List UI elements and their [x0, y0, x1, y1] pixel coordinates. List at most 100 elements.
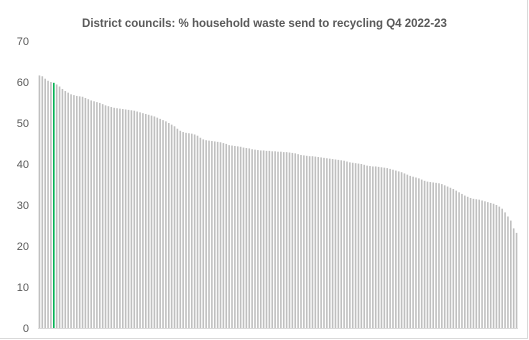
- bar: [199, 137, 202, 328]
- bar: [392, 169, 394, 328]
- bar: [426, 181, 429, 328]
- bar: [173, 126, 176, 328]
- bar: [159, 118, 161, 329]
- bar: [133, 110, 136, 328]
- bar: [259, 150, 262, 328]
- bar: [409, 175, 412, 328]
- bar: [510, 220, 512, 328]
- bar: [458, 192, 460, 328]
- bar: [294, 153, 297, 328]
- y-axis-ticks: 0 10 20 30 40 50 60 70: [17, 36, 29, 335]
- bar: [507, 216, 509, 328]
- bar: [285, 152, 288, 328]
- bar: [423, 180, 426, 328]
- bar: [389, 168, 391, 328]
- bar: [257, 150, 259, 328]
- bar: [248, 148, 251, 328]
- bar: [47, 80, 49, 329]
- bar: [50, 82, 52, 328]
- bar: [478, 199, 480, 328]
- bar: [130, 110, 133, 328]
- bar: [202, 139, 205, 328]
- bar: [472, 198, 475, 328]
- bar: [182, 132, 184, 328]
- bar: [441, 184, 443, 328]
- bar: [300, 154, 302, 328]
- bar: [179, 130, 182, 328]
- y-tick-label: 60: [17, 77, 29, 89]
- bar: [170, 124, 173, 328]
- bar: [225, 143, 228, 328]
- bar: [78, 96, 81, 328]
- bar: [308, 156, 311, 328]
- bar: [512, 228, 515, 328]
- highlighted-bar: [53, 82, 55, 328]
- bar: [219, 142, 222, 328]
- bar: [104, 105, 107, 329]
- bar: [147, 114, 150, 328]
- y-tick-label: 30: [17, 200, 29, 212]
- bar: [487, 202, 489, 328]
- bar: [354, 163, 357, 328]
- bar: [288, 152, 291, 328]
- bar: [265, 150, 268, 328]
- bar: [397, 171, 400, 328]
- bar: [311, 156, 314, 328]
- bar: [44, 78, 46, 328]
- bar: [268, 150, 271, 328]
- bar: [469, 198, 472, 328]
- bar: [136, 111, 138, 329]
- y-tick-label: 0: [23, 323, 29, 335]
- bar: [291, 152, 294, 328]
- bar: [144, 113, 147, 328]
- bar: [464, 195, 466, 328]
- bar: [196, 135, 199, 328]
- bar: [504, 212, 506, 328]
- bar: [139, 112, 141, 328]
- bar: [254, 149, 256, 328]
- bar: [415, 177, 417, 328]
- bar: [156, 117, 159, 328]
- bar: [438, 183, 440, 328]
- y-tick-label: 40: [17, 159, 29, 171]
- bar: [435, 182, 437, 328]
- bar: [67, 92, 69, 328]
- chart-title: District councils: % household waste sen…: [82, 18, 447, 30]
- bar: [323, 157, 325, 328]
- bar: [216, 141, 219, 328]
- bar: [326, 158, 328, 328]
- bar: [231, 145, 233, 328]
- bar: [193, 134, 196, 328]
- bar: [277, 151, 279, 328]
- bar: [205, 140, 207, 328]
- bar: [495, 205, 498, 328]
- bar: [498, 206, 501, 328]
- bar: [228, 145, 230, 328]
- bar: [41, 76, 44, 328]
- bar: [369, 166, 371, 328]
- bar: [90, 100, 92, 328]
- bar: [211, 141, 213, 328]
- bar: [280, 151, 282, 328]
- bar: [466, 196, 469, 328]
- bar: [213, 141, 216, 328]
- bar: [363, 164, 366, 328]
- bar: [245, 148, 248, 328]
- bar: [165, 121, 167, 328]
- bar: [501, 208, 503, 328]
- bar: [481, 200, 483, 328]
- bar: [222, 143, 225, 328]
- bar: [242, 147, 245, 328]
- bar: [101, 104, 104, 328]
- bar: [234, 145, 236, 328]
- bar: [58, 86, 61, 328]
- bar: [251, 149, 253, 328]
- bar: [176, 128, 179, 328]
- bar: [452, 189, 455, 328]
- bar: [443, 185, 446, 328]
- bar: [119, 108, 121, 329]
- bar: [334, 159, 337, 328]
- y-tick-label: 70: [17, 36, 29, 48]
- bar: [167, 123, 170, 328]
